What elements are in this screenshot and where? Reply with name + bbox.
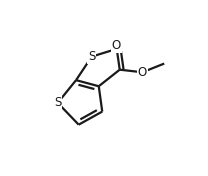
Text: O: O	[112, 39, 121, 52]
Text: S: S	[88, 50, 95, 63]
Text: S: S	[54, 96, 61, 109]
Text: O: O	[138, 66, 147, 79]
